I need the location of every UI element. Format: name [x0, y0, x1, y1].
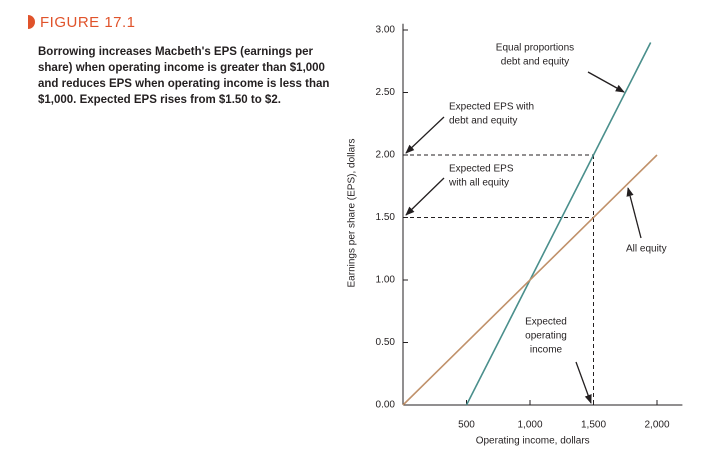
x-tick-label: 1,000: [517, 420, 542, 431]
annotation: income: [530, 345, 563, 356]
y-axis-label: Earnings per share (EPS), dollars: [347, 139, 358, 288]
caption: Borrowing increases Macbeth's EPS (earni…: [38, 44, 329, 108]
figure-marker: [28, 15, 35, 29]
caption-line: $1,000. Expected EPS rises from $1.50 to…: [38, 94, 281, 106]
annotation-arrow: [405, 177, 445, 216]
x-tick-label: 2,000: [644, 420, 669, 431]
annotation: with all equity: [448, 178, 509, 189]
annotation: debt and equity: [501, 57, 569, 68]
y-tick-label: 2.50: [376, 87, 396, 98]
y-tick-label: 0.00: [376, 400, 396, 411]
annotation-arrow: [405, 116, 445, 154]
caption-line: Borrowing increases Macbeth's EPS (earni…: [38, 46, 313, 58]
annotation-arrow: [626, 187, 642, 239]
x-tick-label: 1,500: [581, 420, 606, 431]
y-tick-label: 3.00: [376, 25, 396, 36]
annotation: Expected EPS: [449, 164, 514, 175]
annotation: Expected EPS with: [449, 102, 534, 113]
y-tick-label: 0.50: [376, 337, 396, 348]
x-axis-label: Operating income, dollars: [476, 436, 590, 447]
caption-line: and reduces EPS when operating income is…: [38, 78, 330, 90]
annotation-arrow: [587, 71, 625, 93]
annotation: debt and equity: [449, 116, 517, 127]
y-tick-label: 1.50: [376, 212, 396, 223]
annotation-arrow: [575, 361, 592, 404]
caption-line: share) when operating income is greater …: [38, 62, 325, 74]
series-line: [402, 154, 658, 406]
series-line: [465, 42, 652, 406]
y-tick-label: 1.00: [376, 275, 396, 286]
annotation: Equal proportions: [496, 43, 574, 54]
annotation: operating: [525, 331, 567, 342]
annotation: Expected: [525, 317, 567, 328]
figure-label: FIGURE 17.1: [40, 14, 136, 31]
x-tick-label: 500: [458, 420, 475, 431]
annotation: All equity: [626, 244, 667, 255]
y-tick-label: 2.00: [376, 150, 396, 161]
